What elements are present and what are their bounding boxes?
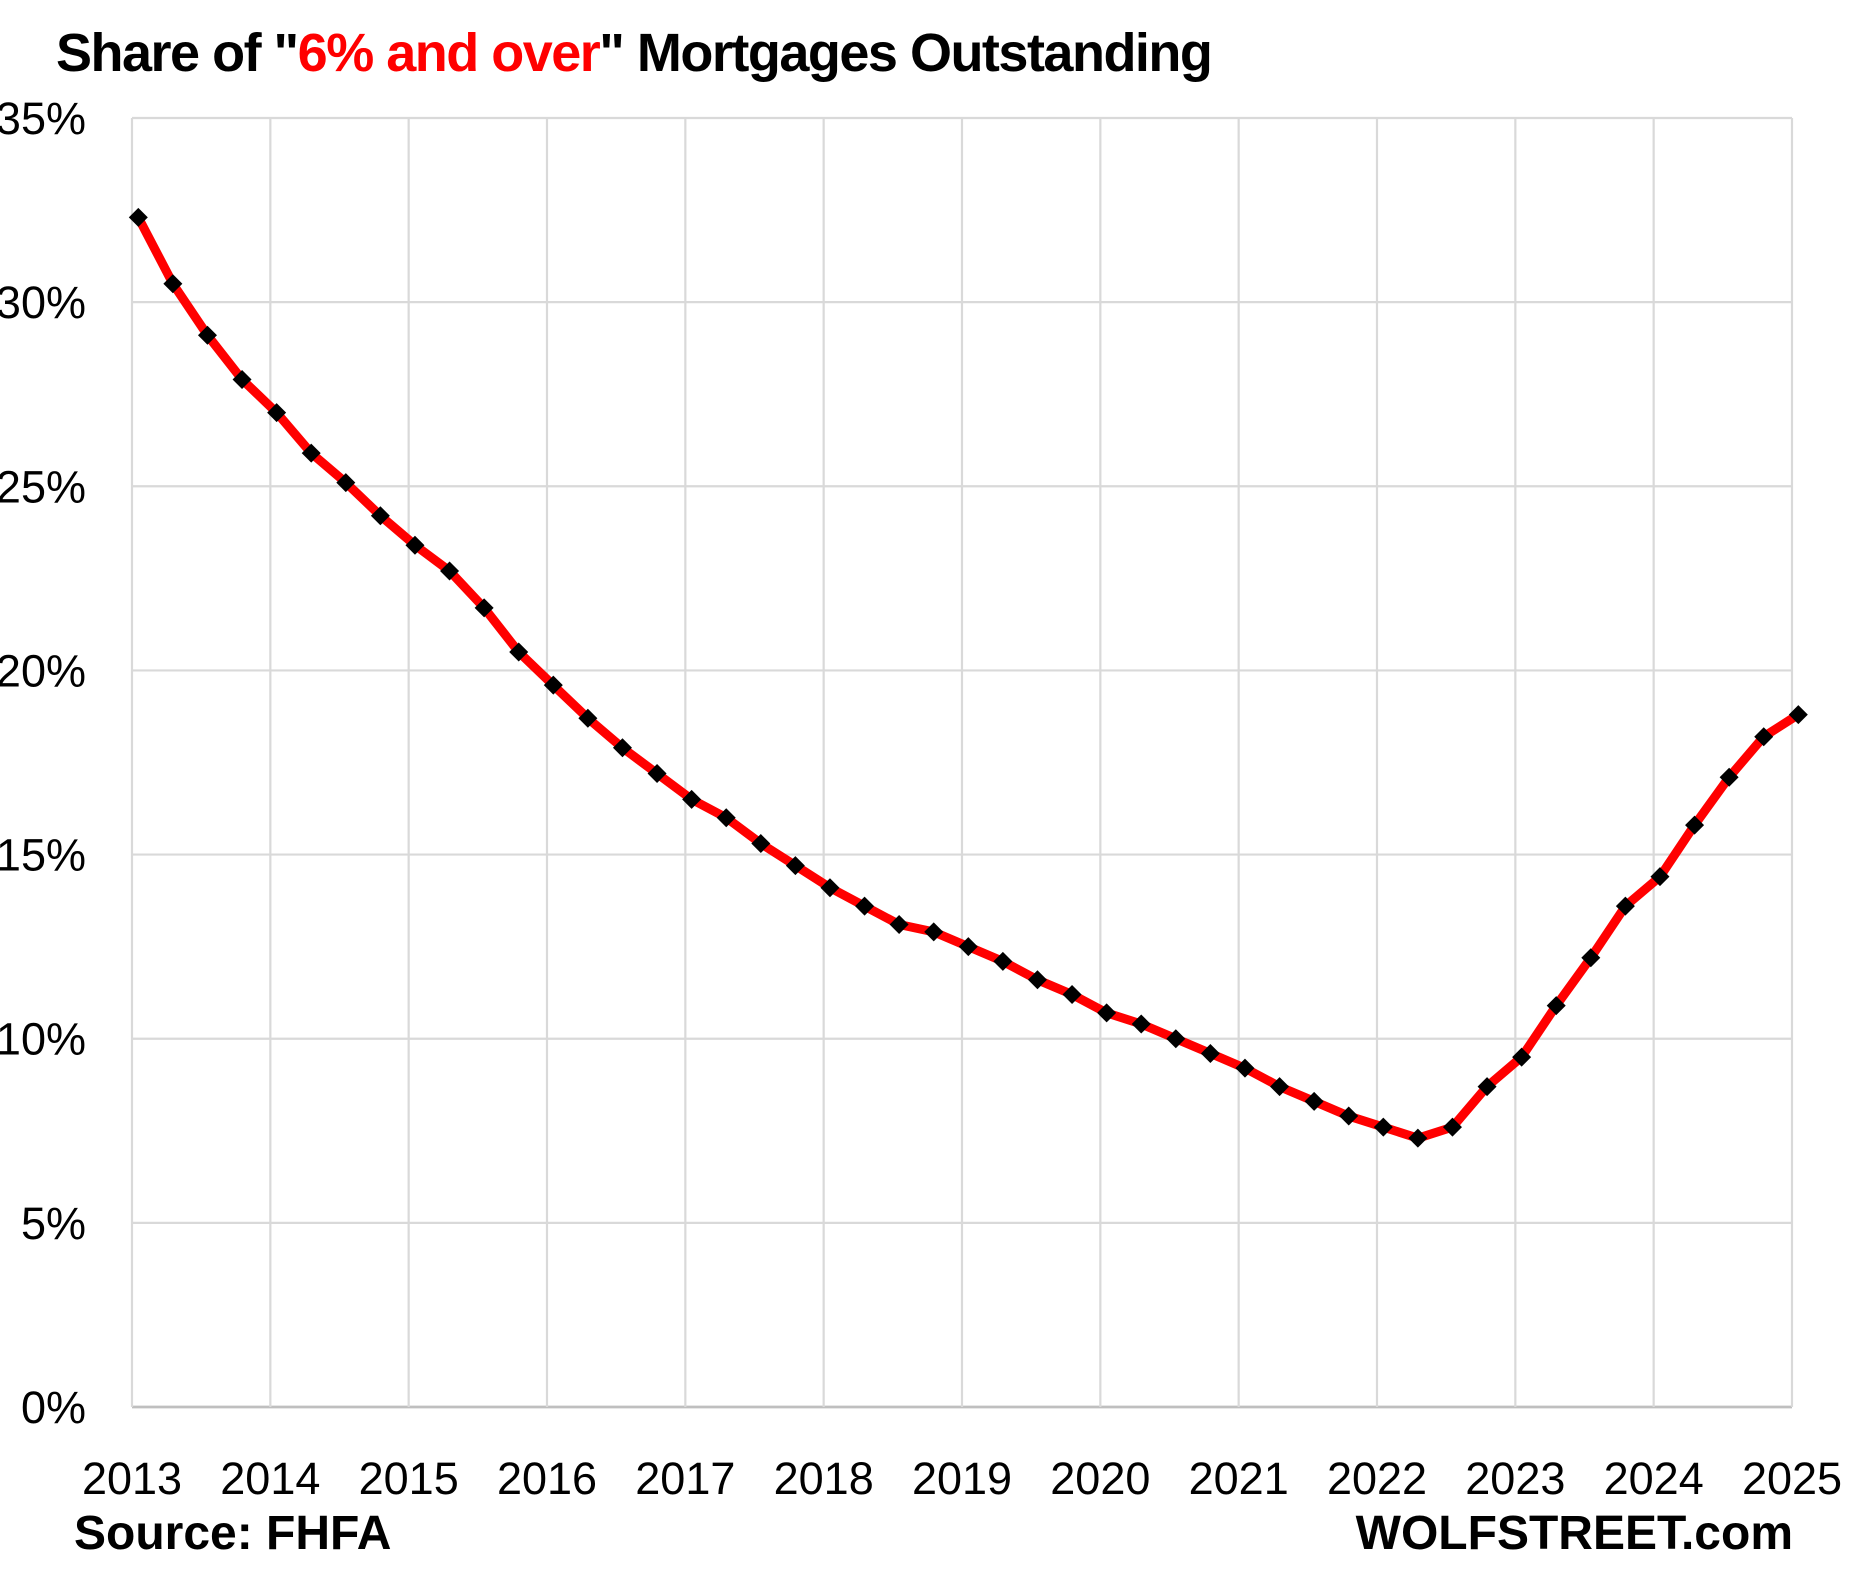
y-tick-label: 35% [0, 93, 86, 144]
data-point-marker [647, 764, 667, 784]
data-point-marker [1131, 1014, 1151, 1034]
x-tick-label: 2021 [1189, 1453, 1289, 1504]
x-tick-label: 2014 [220, 1453, 320, 1504]
data-point-marker [993, 951, 1013, 971]
data-point-marker [1200, 1043, 1220, 1063]
data-point-marker [820, 878, 840, 898]
data-point-marker [509, 642, 529, 662]
x-tick-label: 2018 [774, 1453, 874, 1504]
data-point-marker [1097, 1003, 1117, 1023]
data-point-marker [197, 325, 217, 345]
y-tick-label: 15% [0, 830, 86, 881]
data-point-marker [1581, 948, 1601, 968]
data-point-marker [612, 738, 632, 758]
x-tick-label: 2024 [1604, 1453, 1704, 1504]
data-point-marker [232, 369, 252, 389]
data-point-marker [1685, 815, 1705, 835]
data-point-marker [405, 535, 425, 555]
y-tick-label: 30% [0, 277, 86, 328]
data-point-marker [785, 856, 805, 876]
data-point-marker [128, 207, 148, 227]
x-tick-label: 2016 [497, 1453, 597, 1504]
data-point-marker [1788, 705, 1808, 725]
data-point-marker [1304, 1091, 1324, 1111]
data-point-marker [1442, 1117, 1462, 1137]
x-tick-label: 2015 [359, 1453, 459, 1504]
brand-label: WOLFSTREET.com [1355, 1507, 1793, 1560]
data-point-marker [1408, 1128, 1428, 1148]
x-tick-label: 2023 [1465, 1453, 1565, 1504]
y-tick-label: 25% [0, 461, 86, 512]
data-point-marker [1754, 727, 1774, 747]
data-point-marker [855, 896, 875, 916]
title-prefix: Share of " [56, 23, 299, 83]
x-tick-label: 2022 [1327, 1453, 1427, 1504]
x-gridlines [130, 118, 1794, 1407]
x-axis-labels: 2013 2014 2015 2016 2017 2018 2019 2020 2021 2022… [82, 1453, 1842, 1504]
y-tick-label: 0% [21, 1382, 86, 1433]
x-tick-label: 2019 [912, 1453, 1012, 1504]
data-point-marker [1615, 896, 1635, 916]
data-point-marker [1235, 1058, 1255, 1078]
data-point-marker [370, 506, 390, 526]
data-point-marker [924, 922, 944, 942]
y-axis-labels: 0% 5% 10% 15% 20% 25% 30% 35% [0, 93, 86, 1433]
data-point-marker [1477, 1077, 1497, 1097]
y-tick-label: 5% [21, 1198, 86, 1249]
data-point-marker [1512, 1047, 1532, 1067]
data-point-marker [163, 274, 183, 294]
data-point-marker [682, 789, 702, 809]
data-point-marker [889, 915, 909, 935]
chart-title: Share of "6% and over" Mortgages Outstan… [56, 22, 1213, 84]
data-point-marker [267, 403, 287, 423]
data-point-marker [543, 675, 563, 695]
data-point-marker [440, 561, 460, 581]
x-tick-label: 2025 [1742, 1453, 1842, 1504]
x-tick-label: 2020 [1050, 1453, 1150, 1504]
data-point-marker [1027, 970, 1047, 990]
data-point-marker [1650, 867, 1670, 887]
data-point-marker [1339, 1106, 1359, 1126]
data-point-marker [1373, 1117, 1393, 1137]
data-point-marker [716, 808, 736, 828]
data-point-marker [751, 834, 771, 854]
x-tick-label: 2017 [635, 1453, 735, 1504]
title-suffix: " Mortgages Outstanding [599, 23, 1213, 83]
data-point-marker [1546, 996, 1566, 1016]
title-highlight: 6% and over [297, 23, 601, 83]
x-tick-label: 2013 [82, 1453, 182, 1504]
data-point-marker [336, 473, 356, 493]
data-point-marker [1062, 985, 1082, 1005]
data-point-marker [1270, 1077, 1290, 1097]
data-point-marker [1719, 767, 1739, 787]
source-label: Source: FHFA [74, 1507, 392, 1560]
data-point-marker [958, 937, 978, 957]
data-point-marker [301, 443, 321, 463]
y-tick-label: 10% [0, 1014, 86, 1065]
data-point-markers [128, 207, 1808, 1148]
data-point-marker [474, 598, 494, 618]
data-point-marker [1166, 1029, 1186, 1049]
data-point-marker [578, 708, 598, 728]
data-line [133, 212, 1803, 1143]
y-tick-label: 20% [0, 645, 86, 696]
